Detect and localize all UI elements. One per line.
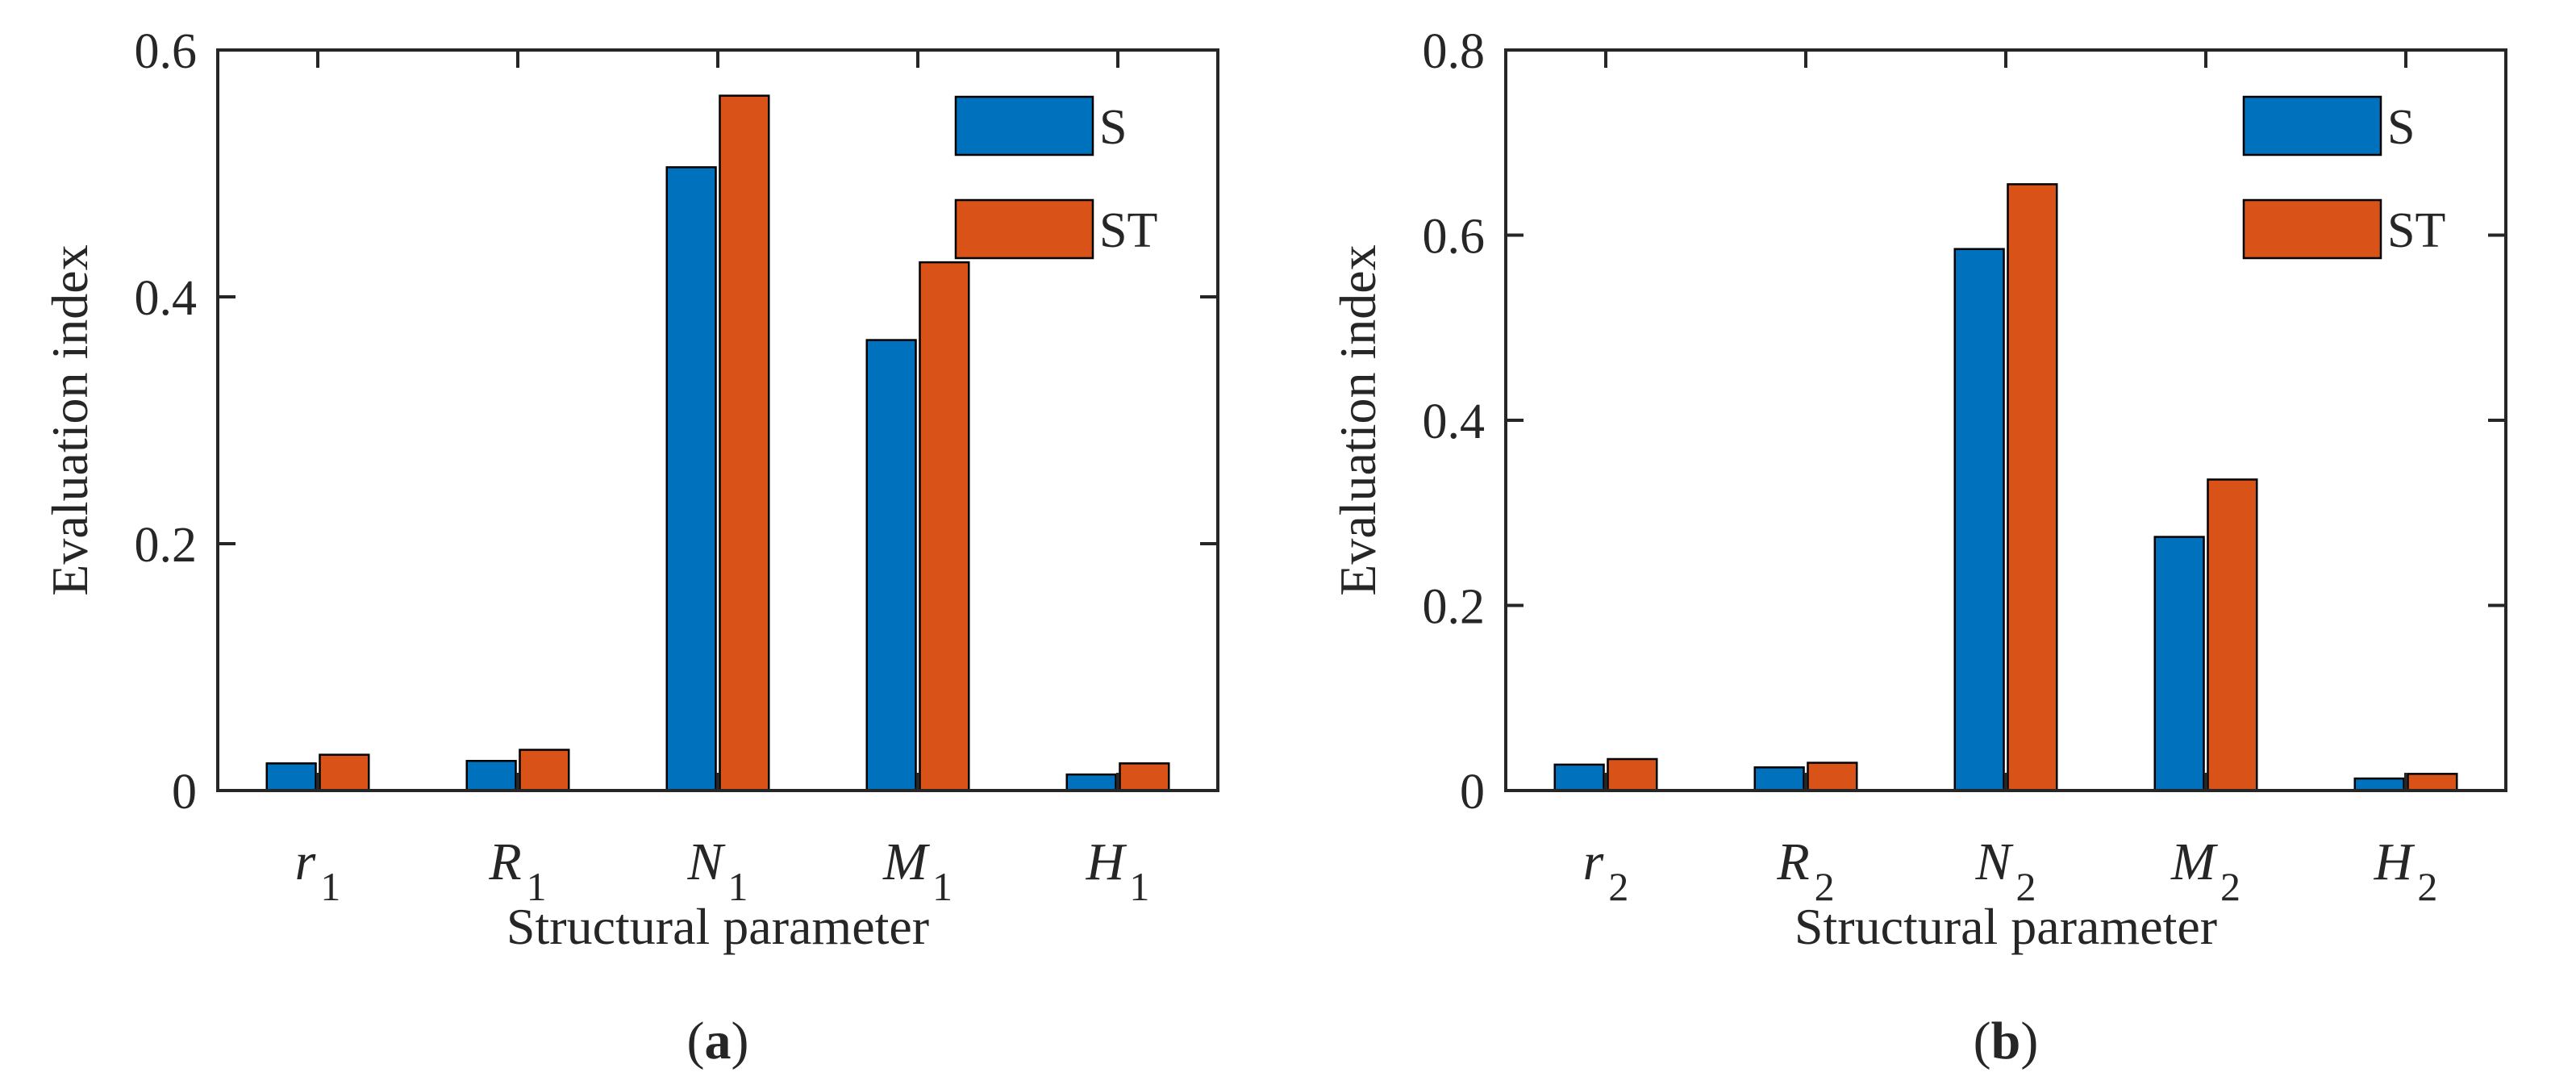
bar-st-3 [919,261,970,792]
caption-close-paren: ) [2020,1012,2038,1070]
bar-s-2 [1953,248,2005,792]
x-tick-label-base: N [686,832,726,891]
y-tick-label-3: 0.6 [135,24,198,79]
bar-st-4 [1119,762,1170,792]
caption-letter: b [1991,1012,2021,1070]
x-axis-title: Structural parameter [506,898,929,955]
x-tick-label-base: M [2170,832,2219,891]
x-tick-label-subscript: 1 [728,864,748,909]
bar-st-0 [319,753,370,792]
chart-panel-b: 0 0.2 0.4 0.6 0.8 r 2 R 2 N 2 M 2 H 2 Structural parame… [1288,0,2576,1085]
y-tick-label-1: 0.2 [1423,580,1486,635]
bar-s-3 [865,339,917,792]
x-tick-label-subscript: 2 [2417,864,2437,909]
caption-letter: a [705,1012,732,1070]
caption-open-paren: ( [687,1012,705,1070]
bar-st-1 [1807,761,1858,792]
panel-caption: (b) [1974,1012,2039,1070]
legend-swatch-s [954,95,1094,156]
panel-caption: (a) [687,1012,749,1070]
bar-st-1 [519,749,570,792]
caption-open-paren: ( [1974,1012,1991,1070]
bar-s-0 [265,762,317,792]
y-tick-label-4: 0.8 [1423,24,1486,79]
bar-s-4 [2353,777,2405,792]
x-tick-label-subscript: 1 [527,864,547,909]
x-tick-label-base: R [488,832,521,891]
legend-label-s: S [2387,100,2415,155]
bar-s-3 [2153,536,2205,792]
y-tick-label-2: 0.4 [135,271,198,326]
legend-swatch-s [2242,95,2382,156]
bar-st-2 [2007,183,2058,792]
x-tick-label-subscript: 2 [2220,864,2240,909]
chart-panel-a: 0 0.2 0.4 0.6 r 1 R 1 N 1 M 1 H 1 Structural parameter… [0,0,1288,1085]
legend-swatch-st [2242,198,2382,260]
plot-frame [1504,48,2507,792]
x-tick-label-subscript: 2 [1815,864,1835,909]
x-tick-label-subscript: 2 [1608,864,1628,909]
bar-s-2 [665,166,717,792]
x-tick-label-base: r [1583,832,1604,891]
y-axis-title: Evaluation index [41,244,98,595]
y-tick-label-1: 0.2 [135,518,198,573]
legend-swatch-st [954,198,1094,260]
bar-st-0 [1607,757,1658,792]
x-tick-label-subscript: 1 [932,864,952,909]
x-tick-label-base: R [1776,832,1809,891]
caption-close-paren: ) [732,1012,749,1070]
bar-s-1 [465,760,517,792]
y-tick-label-0: 0 [172,765,197,820]
x-tick-label-base: M [882,832,931,891]
y-tick-label-0: 0 [1460,765,1485,820]
bar-s-4 [1065,773,1117,792]
x-tick-label-subscript: 1 [320,864,340,909]
y-tick-label-3: 0.6 [1423,210,1486,265]
legend-label-s: S [1099,100,1127,155]
plot-frame [216,48,1219,792]
legend-label-st: ST [1099,203,1157,258]
bar-s-1 [1753,766,1805,792]
x-axis-title: Structural parameter [1794,898,2217,955]
bar-st-2 [719,94,770,792]
x-tick-label-subscript: 1 [1129,864,1149,909]
y-tick-label-2: 0.4 [1423,394,1486,449]
bar-st-3 [2207,478,2258,792]
legend-label-st: ST [2387,203,2445,258]
x-tick-label-base: r [295,832,316,891]
x-tick-label-base: N [1974,832,2014,891]
x-tick-label-subscript: 2 [2016,864,2036,909]
y-axis-title: Evaluation index [1329,244,1386,595]
x-tick-label-base: H [1086,832,1128,891]
bar-s-0 [1553,763,1605,792]
bar-st-4 [2407,773,2458,792]
x-tick-label-base: H [2374,832,2416,891]
